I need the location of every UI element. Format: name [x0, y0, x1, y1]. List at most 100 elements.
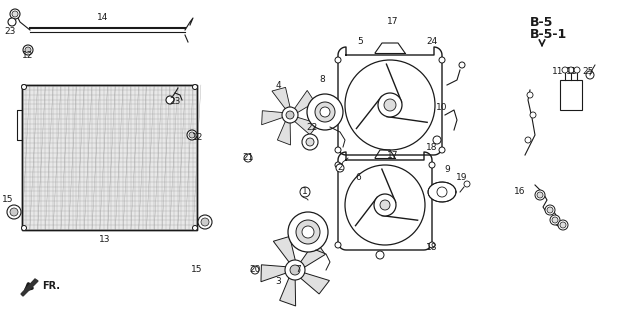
Circle shape [550, 215, 560, 225]
Circle shape [193, 225, 198, 230]
Bar [560, 80, 582, 110]
Text: 20: 20 [250, 266, 260, 275]
Polygon shape [277, 119, 291, 145]
Circle shape [335, 242, 341, 248]
Bar [22, 85, 197, 230]
Circle shape [335, 57, 341, 63]
Circle shape [345, 60, 435, 150]
Circle shape [380, 200, 390, 210]
Circle shape [376, 251, 384, 259]
Circle shape [552, 217, 558, 223]
Circle shape [282, 107, 298, 123]
Text: 2: 2 [337, 164, 343, 172]
Polygon shape [261, 265, 289, 282]
Circle shape [307, 94, 343, 130]
Circle shape [22, 85, 26, 89]
Circle shape [290, 265, 300, 275]
Circle shape [558, 220, 568, 230]
Circle shape [530, 112, 536, 118]
Text: 14: 14 [97, 14, 109, 23]
Circle shape [439, 147, 445, 153]
Circle shape [286, 111, 294, 119]
Text: 21: 21 [243, 153, 253, 163]
Circle shape [560, 222, 566, 228]
Circle shape [187, 130, 197, 140]
Circle shape [306, 138, 314, 146]
Circle shape [464, 181, 470, 187]
Circle shape [535, 190, 545, 200]
Text: 12: 12 [22, 50, 34, 60]
Circle shape [320, 107, 330, 117]
Text: 6: 6 [355, 173, 361, 183]
Circle shape [296, 220, 320, 244]
Circle shape [336, 164, 344, 172]
Polygon shape [298, 272, 330, 294]
Circle shape [10, 9, 20, 19]
Text: FR.: FR. [42, 281, 60, 291]
Text: 17: 17 [387, 17, 399, 27]
Circle shape [244, 154, 252, 162]
Circle shape [288, 212, 328, 252]
Circle shape [574, 67, 580, 73]
Circle shape [8, 18, 16, 26]
Circle shape [10, 208, 18, 216]
Circle shape [345, 165, 425, 245]
Polygon shape [300, 241, 325, 269]
Polygon shape [428, 182, 456, 202]
Text: 11: 11 [552, 68, 564, 76]
Text: 12: 12 [192, 133, 204, 143]
Circle shape [384, 99, 396, 111]
Text: 15: 15 [191, 266, 203, 275]
Text: B-5-1: B-5-1 [530, 28, 567, 41]
Circle shape [285, 260, 305, 280]
Circle shape [335, 147, 341, 153]
Circle shape [23, 45, 33, 55]
Circle shape [437, 187, 447, 197]
Circle shape [562, 67, 568, 73]
Polygon shape [292, 117, 319, 135]
Circle shape [525, 137, 531, 143]
Circle shape [433, 136, 441, 144]
Polygon shape [338, 47, 442, 155]
Text: 22: 22 [307, 124, 317, 133]
Text: 24: 24 [426, 37, 438, 47]
Polygon shape [338, 152, 432, 250]
Text: 19: 19 [456, 173, 468, 183]
Circle shape [429, 162, 435, 168]
Circle shape [568, 67, 574, 73]
Text: 1: 1 [302, 187, 308, 197]
Circle shape [302, 226, 314, 238]
Text: 3: 3 [275, 277, 281, 287]
Text: 25: 25 [582, 68, 594, 76]
Circle shape [25, 47, 31, 53]
Text: 23: 23 [170, 98, 180, 107]
Text: 18: 18 [426, 144, 438, 152]
Polygon shape [272, 87, 291, 110]
Circle shape [198, 215, 212, 229]
Text: 11: 11 [566, 68, 578, 76]
Circle shape [251, 266, 259, 274]
Text: 23: 23 [4, 28, 16, 36]
Circle shape [545, 205, 555, 215]
Circle shape [586, 71, 594, 79]
Circle shape [378, 93, 402, 117]
Text: 17: 17 [387, 151, 399, 159]
Text: B-5: B-5 [530, 16, 554, 29]
Circle shape [429, 242, 435, 248]
Polygon shape [273, 236, 296, 264]
Text: 10: 10 [436, 103, 448, 113]
Text: 18: 18 [426, 243, 438, 253]
Text: 16: 16 [515, 187, 525, 197]
Circle shape [315, 102, 335, 122]
Circle shape [547, 207, 553, 213]
Circle shape [374, 194, 396, 216]
Text: 13: 13 [99, 236, 111, 244]
Circle shape [439, 57, 445, 63]
Circle shape [527, 92, 533, 98]
Text: 4: 4 [275, 81, 281, 89]
Circle shape [12, 11, 18, 17]
Text: 9: 9 [444, 165, 450, 174]
Circle shape [22, 225, 26, 230]
Text: 15: 15 [3, 196, 13, 204]
Text: 7: 7 [295, 266, 301, 275]
